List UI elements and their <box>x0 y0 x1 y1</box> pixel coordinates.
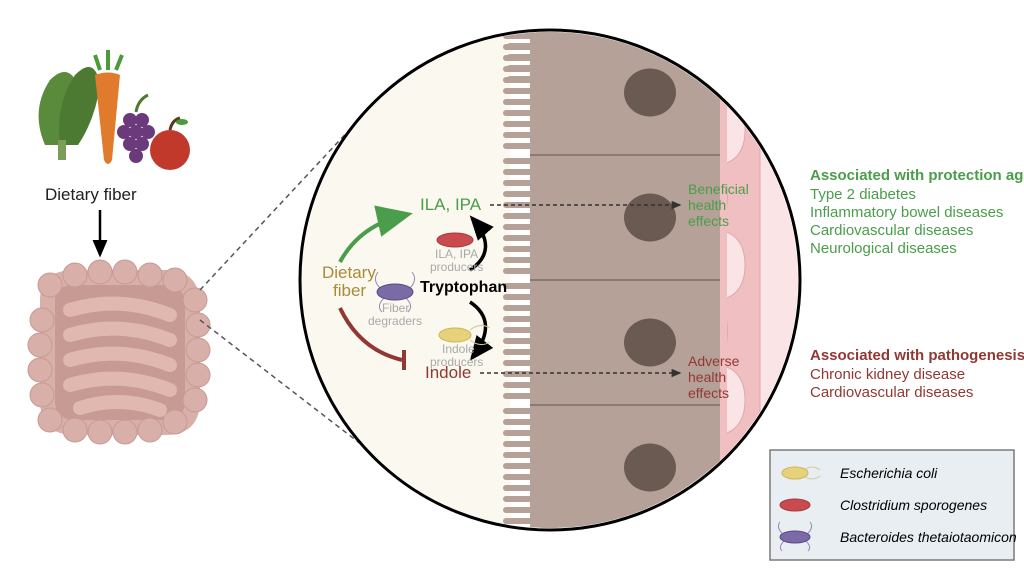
adverse-text-block: Associated with pathogenesis of Chronic … <box>810 347 1024 401</box>
svg-text:Clostridium sporogenes: Clostridium sporogenes <box>840 497 987 513</box>
svg-text:Bacteroides thetaiotaomicon: Bacteroides thetaiotaomicon <box>840 529 1017 545</box>
indole-label: Indole <box>425 363 471 382</box>
ila-ipa-producer-bacterium <box>437 233 473 247</box>
epithelium <box>506 26 724 534</box>
svg-text:Chronic kidney disease: Chronic kidney disease <box>810 366 965 383</box>
svg-text:Escherichia coli: Escherichia coli <box>840 465 938 481</box>
svg-text:Neurological diseases: Neurological diseases <box>810 240 957 257</box>
svg-text:Associated with pathogenesis o: Associated with pathogenesis of <box>810 347 1024 364</box>
legend-box: Escherichia coli Clostridium sporogenes … <box>770 450 1017 560</box>
vegetables-illustration <box>39 50 190 170</box>
gut-illustration <box>28 260 210 444</box>
beneficial-text-block: Associated with protection against Type … <box>810 167 1024 257</box>
tryptophan-label: Tryptophan <box>420 279 507 296</box>
svg-text:Inflammatory bowel diseases: Inflammatory bowel diseases <box>810 204 1003 221</box>
dietary-fiber-label: Dietary fiber <box>45 185 137 204</box>
ila-ipa-label: ILA, IPA <box>420 195 482 214</box>
svg-text:Associated with protection aga: Associated with protection against <box>810 167 1024 184</box>
svg-text:Type 2 diabetes: Type 2 diabetes <box>810 186 916 203</box>
svg-text:Cardiovascular diseases: Cardiovascular diseases <box>810 222 973 239</box>
ila-ipa-producers-label: ILA, IPA producers <box>430 247 483 274</box>
svg-text:Cardiovascular diseases: Cardiovascular diseases <box>810 384 973 401</box>
